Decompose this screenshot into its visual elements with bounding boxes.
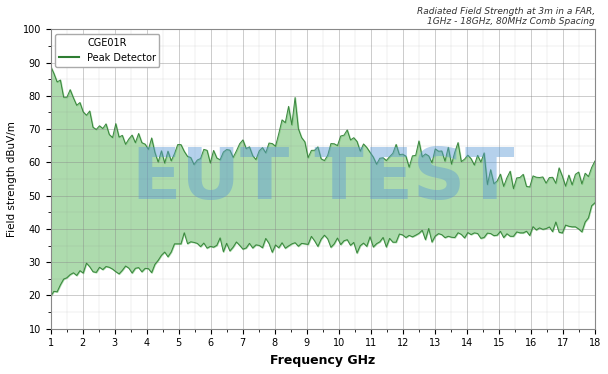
Text: EUT TEST: EUT TEST <box>131 144 514 214</box>
X-axis label: Frequency GHz: Frequency GHz <box>270 354 375 367</box>
Text: Radiated Field Strength at 3m in a FAR,
1GHz - 18GHz, 80MHz Comb Spacing: Radiated Field Strength at 3m in a FAR, … <box>417 7 595 26</box>
Legend: Peak Detector: Peak Detector <box>55 34 159 67</box>
Y-axis label: Field strength dBuV/m: Field strength dBuV/m <box>7 121 17 237</box>
